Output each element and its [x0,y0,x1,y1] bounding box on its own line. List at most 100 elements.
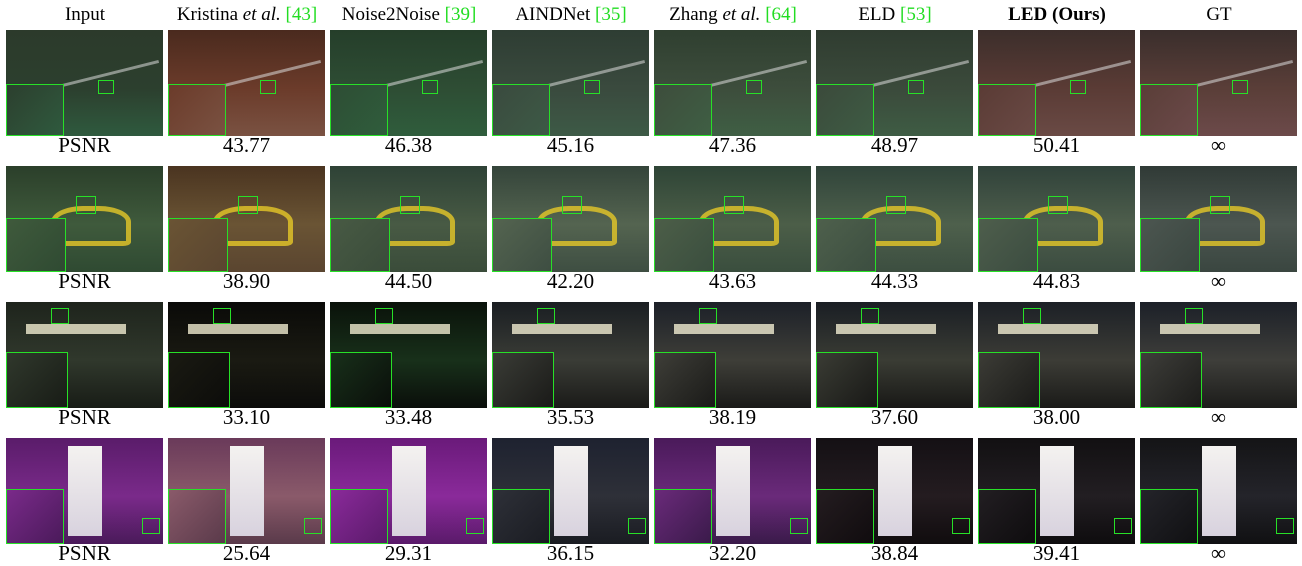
zoom-inset [978,489,1036,544]
psnr-value: 47.36 [708,133,757,157]
psnr-label: PSNR [58,541,111,565]
column-header-7: GT [1206,2,1231,28]
column-header-2: Noise2Noise [39] [342,2,477,28]
zoom-inset [6,489,64,544]
citation-link[interactable]: [35] [595,4,627,25]
zoom-inset [978,84,1036,136]
zoom-region-marker [1185,308,1203,324]
result-image-yellow-bicycle-7 [1140,166,1297,272]
zoom-region-marker [466,518,484,534]
zoom-region-marker [260,80,276,94]
zoom-region-marker [1070,80,1086,94]
result-image-street-night-5 [816,302,973,408]
result-image-bike-rack-night-7 [1140,30,1297,136]
zoom-inset [654,489,712,544]
psnr-value: 44.50 [384,269,433,293]
column-header-italic: et al. [242,4,281,25]
result-image-yellow-bicycle-3 [492,166,649,272]
zoom-inset [816,218,876,272]
zoom-region-marker [628,518,646,534]
column-header-4: Zhang et al. [64] [669,2,797,28]
citation-link[interactable]: [64] [765,4,797,25]
result-image-bike-rack-night-5 [816,30,973,136]
zoom-inset [6,218,66,272]
zoom-region-marker [98,80,114,94]
zoom-inset [330,489,388,544]
zoom-inset [1140,218,1200,272]
zoom-inset [492,218,552,272]
scene-detail [350,324,450,334]
zoom-region-marker [699,308,717,324]
zoom-region-marker [1210,196,1230,214]
zoom-inset [978,352,1040,408]
column-header-label: GT [1206,4,1232,25]
result-image-bike-rack-night-0 [6,30,163,136]
scene-detail [716,446,750,536]
scene-detail [230,446,264,536]
zoom-region-marker [584,80,600,94]
column-header-italic: et al. [722,4,761,25]
psnr-value: 39.41 [1032,541,1081,565]
zoom-inset [168,218,228,272]
column-header-label: AINDNet [515,4,596,25]
zoom-inset [1140,84,1198,136]
result-image-street-night-0 [6,302,163,408]
result-image-street-night-6 [978,302,1135,408]
psnr-value: 50.41 [1032,133,1081,157]
column-header-label: Input [64,4,106,25]
zoom-region-marker [886,196,906,214]
zoom-region-marker [142,518,160,534]
zoom-region-marker [238,196,258,214]
result-image-phone-booth-7 [1140,438,1297,544]
zoom-inset [1140,489,1198,544]
result-image-street-night-3 [492,302,649,408]
zoom-inset [492,352,554,408]
zoom-region-marker [213,308,231,324]
zoom-inset [168,352,230,408]
zoom-inset [492,84,550,136]
zoom-inset [492,489,550,544]
result-image-phone-booth-4 [654,438,811,544]
zoom-region-marker [537,308,555,324]
psnr-value: 33.48 [384,405,433,429]
column-header-3: AINDNet [35] [515,2,626,28]
result-image-bike-rack-night-4 [654,30,811,136]
psnr-value: 38.90 [222,269,271,293]
scene-detail [998,324,1098,334]
zoom-region-marker [76,196,96,214]
psnr-value: 38.19 [708,405,757,429]
zoom-region-marker [1114,518,1132,534]
result-image-bike-rack-night-1 [168,30,325,136]
scene-detail [1040,446,1074,536]
zoom-region-marker [422,80,438,94]
zoom-inset [168,489,226,544]
psnr-label: PSNR [58,133,111,157]
psnr-value: 44.83 [1032,269,1081,293]
zoom-region-marker [51,308,69,324]
result-image-street-night-4 [654,302,811,408]
citation-link[interactable]: [53] [900,4,932,25]
result-image-bike-rack-night-6 [978,30,1135,136]
scene-detail [68,446,102,536]
zoom-inset [654,218,714,272]
result-image-yellow-bicycle-1 [168,166,325,272]
psnr-value: 32.20 [708,541,757,565]
psnr-value: 38.00 [1032,405,1081,429]
result-image-phone-booth-5 [816,438,973,544]
citation-link[interactable]: [39] [444,4,477,25]
zoom-region-marker [746,80,762,94]
result-image-yellow-bicycle-4 [654,166,811,272]
zoom-inset [330,218,390,272]
column-header-label: Zhang [669,4,723,25]
psnr-value: ∞ [1211,541,1226,565]
citation-link[interactable]: [43] [285,4,318,25]
zoom-inset [654,84,712,136]
result-image-phone-booth-2 [330,438,487,544]
scene-detail [836,324,936,334]
psnr-value: 48.97 [870,133,919,157]
scene-detail [188,324,288,334]
scene-detail [1202,446,1236,536]
result-image-phone-booth-6 [978,438,1135,544]
psnr-value: 43.63 [708,269,757,293]
